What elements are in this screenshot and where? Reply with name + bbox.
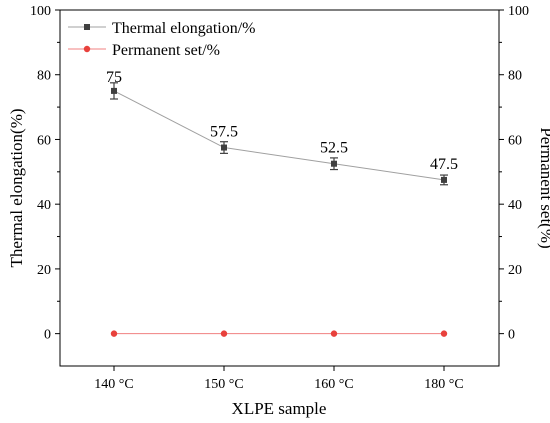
legend-marker [84,24,90,30]
legend-label: Permanent set/% [112,42,220,59]
data-point [440,330,448,337]
series-line [113,90,445,181]
left-y-tick-label: 0 [44,328,51,343]
left-y-tick-label: 20 [37,263,51,278]
left-y-tick-label: 100 [30,4,51,19]
right-y-tick-label: 40 [508,198,522,213]
data-label: 57.5 [210,124,238,141]
data-point [221,144,227,151]
data-point [220,330,228,337]
data-label: 47.5 [430,156,458,173]
left-y-axis-title: Thermal elongation(%) [7,108,26,267]
right-y-tick-label: 100 [508,4,529,19]
left-y-tick-label: 40 [37,198,51,213]
axes: 0 0 20 20 40 40 60 60 80 80 100 100 140 °C 150 °C 160 … [30,4,529,392]
series-layer: 75 57.5 52.5 47.5 [106,69,458,337]
x-tick-label: 160 °C [314,377,353,392]
legend: Thermal elongation/% Permanent set/% [68,20,256,59]
left-y-tick-label: 80 [37,69,51,84]
data-point [330,330,338,337]
right-y-axis-title: Permanent set(%) [537,127,550,248]
data-label: 52.5 [320,140,348,157]
x-tick-label: 150 °C [204,377,243,392]
data-label: 75 [106,69,122,86]
data-point [441,176,447,183]
right-y-tick-label: 20 [508,263,522,278]
plot-area-frame [59,9,500,367]
data-point [331,160,337,167]
right-y-tick-label: 60 [508,133,522,148]
data-point [111,87,117,94]
data-point [110,330,118,337]
x-tick-label: 180 °C [424,377,463,392]
right-y-tick-label: 0 [508,328,515,343]
x-tick-label: 140 °C [94,377,133,392]
legend-label: Thermal elongation/% [112,20,256,37]
right-y-tick-label: 80 [508,69,522,84]
left-y-tick-label: 60 [37,133,51,148]
legend-marker [83,45,91,53]
x-axis-title: XLPE sample [232,399,327,418]
